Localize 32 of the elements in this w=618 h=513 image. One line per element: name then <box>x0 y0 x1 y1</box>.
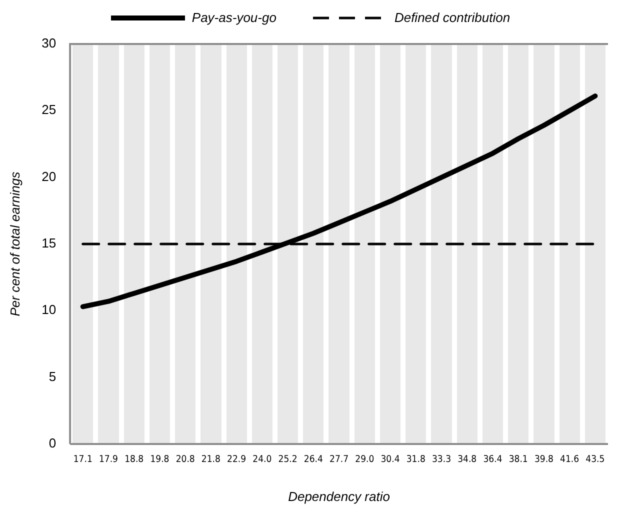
x-tick-label: 43.5 <box>586 454 605 466</box>
x-tick-label: 17.9 <box>98 454 118 466</box>
x-tick-label: 22.9 <box>227 454 246 466</box>
x-tick-label: 18.8 <box>124 454 144 466</box>
x-tick-label: 39.8 <box>534 454 554 466</box>
x-tick-label: 26.4 <box>304 454 323 466</box>
y-tick-label: 0 <box>48 436 56 451</box>
x-tick-label: 27.7 <box>330 454 349 466</box>
x-tick-label: 30.4 <box>380 454 400 466</box>
x-tick-label: 29.0 <box>355 454 374 466</box>
x-tick-label: 31.8 <box>406 454 426 466</box>
x-tick-label: 20.8 <box>176 454 195 466</box>
x-tick-label: 33.3 <box>432 454 452 466</box>
x-tick-label: 17.1 <box>73 454 92 466</box>
x-tick-label: 25.2 <box>278 454 298 466</box>
x-axis-title: Dependency ratio <box>288 488 390 504</box>
y-tick-label: 10 <box>42 302 56 318</box>
x-tick-label: 36.4 <box>483 454 502 466</box>
x-tick-label: 38.1 <box>508 454 528 466</box>
y-tick-label: 15 <box>42 236 56 251</box>
y-tick-label: 25 <box>42 102 56 118</box>
x-tick-label: 34.8 <box>458 454 477 466</box>
y-axis-title: Per cent of total earnings <box>7 171 22 316</box>
x-tick-label: 21.8 <box>201 454 220 466</box>
y-tick-label: 5 <box>48 368 56 384</box>
legend-label: Defined contribution <box>394 10 510 25</box>
y-tick-label: 30 <box>42 36 56 51</box>
y-tick-label: 20 <box>42 168 56 184</box>
x-tick-label: 24.0 <box>252 454 272 466</box>
legend-label: Pay-as-you-go <box>192 10 276 25</box>
x-tick-label: 19.8 <box>150 454 170 466</box>
x-tick-label: 41.6 <box>560 454 580 466</box>
